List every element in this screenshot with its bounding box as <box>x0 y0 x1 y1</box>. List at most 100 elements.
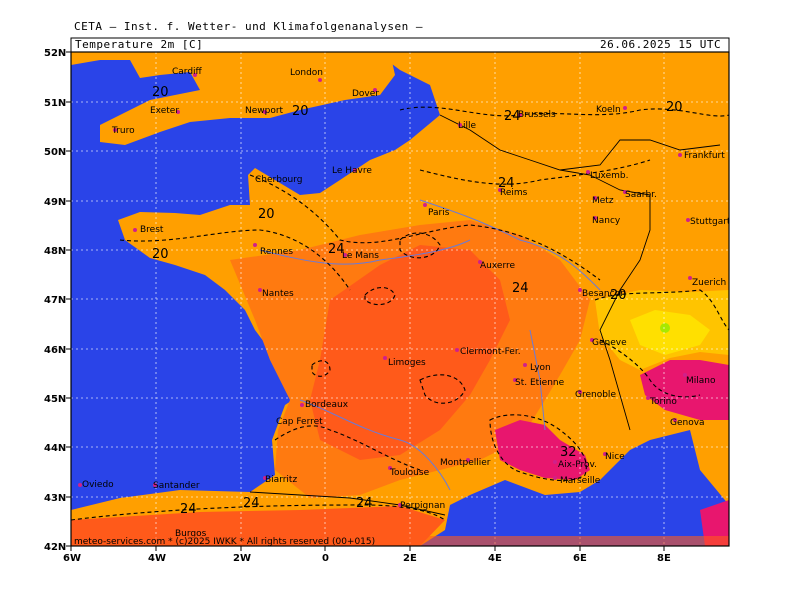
lon-label: 6W <box>63 553 81 564</box>
city-label: Cherbourg <box>255 175 302 185</box>
isotherm-label: 20 <box>152 247 169 262</box>
isotherm-label: 20 <box>152 85 169 100</box>
footer-strip <box>71 536 729 546</box>
lat-label: 50N <box>44 147 66 158</box>
city-label: Exeter <box>150 106 179 116</box>
city-label: Lille <box>458 121 477 131</box>
lat-label: 44N <box>44 443 66 454</box>
lon-label: 4E <box>488 553 502 564</box>
city-label: Cap Ferret <box>276 417 323 427</box>
city-layer: Cardiff London Exeter Newport Dover Trur… <box>78 67 731 539</box>
city-label: Newport <box>245 106 284 116</box>
rivers <box>259 199 601 491</box>
lon-axis-labels: 6W 4W 2W 0 2E 4E 6E 8E <box>63 553 671 564</box>
city-label: Bordeaux <box>305 400 349 410</box>
isotherm-label: 32 <box>560 445 577 460</box>
city-label: Toulouse <box>389 468 430 478</box>
city-label: Rennes <box>260 247 293 257</box>
parameter-title: Temperature 2m [C] <box>75 38 204 51</box>
city-label: Nantes <box>262 289 294 299</box>
isotherm-label: 24 <box>512 281 529 296</box>
valid-time: 26.06.2025 15 UTC <box>600 38 722 51</box>
isotherm-label: 24 <box>504 109 521 124</box>
agency-title: CETA — Inst. f. Wetter- und Klimafolgena… <box>74 20 424 33</box>
lat-label: 42N <box>44 542 66 553</box>
axis-ticks <box>66 51 665 551</box>
city-label: Paris <box>428 208 450 218</box>
city-label: Metz <box>592 196 614 206</box>
city-label: Limoges <box>388 358 426 368</box>
lat-label: 46N <box>44 345 66 356</box>
city-label: St. Etienne <box>515 378 565 388</box>
city-label: Milano <box>686 376 716 386</box>
city-label: Montpellier <box>440 458 491 468</box>
city-label: Torino <box>649 397 677 407</box>
lon-label: 2E <box>403 553 417 564</box>
lon-label: 0 <box>322 553 329 564</box>
city-label: Santander <box>153 481 200 491</box>
lon-label: 2W <box>233 553 251 564</box>
city-label: Dover <box>352 89 379 99</box>
lat-label: 48N <box>44 246 66 257</box>
city-label: Auxerre <box>480 261 515 271</box>
land-britain <box>71 52 395 145</box>
city-label: Clermont-Fer. <box>460 347 521 357</box>
zone-alpine-cold-spot <box>660 323 670 333</box>
city-label: Perpignan <box>400 501 445 511</box>
city-label: Marseille <box>560 476 601 486</box>
isotherm-label: 20 <box>610 288 627 303</box>
zone-extreme-corsica <box>700 500 729 546</box>
city-label: Luxemb. <box>590 171 629 181</box>
city-label: Cardiff <box>172 67 203 77</box>
city-label: Grenoble <box>575 390 616 400</box>
city-label: Lyon <box>530 363 551 373</box>
lon-label: 8E <box>657 553 671 564</box>
city-label: Nice <box>605 452 625 462</box>
city-label: Oviedo <box>82 480 114 490</box>
zone-alpine <box>630 310 710 355</box>
lat-label: 52N <box>44 48 66 59</box>
city-label: Burgos <box>175 529 207 539</box>
city-label: Biarritz <box>265 475 297 485</box>
isotherm-label: 20 <box>258 207 275 222</box>
lat-label: 47N <box>44 295 66 306</box>
city-label: Aix-Prov. <box>558 460 597 470</box>
lat-label: 51N <box>44 98 66 109</box>
isotherm-label: 20 <box>292 104 309 119</box>
city-label: Koeln <box>596 105 621 115</box>
country-borders <box>249 114 721 516</box>
city-label: Brest <box>140 225 164 235</box>
city-label: Saarbr. <box>625 190 657 200</box>
isotherm-label: 24 <box>498 176 515 191</box>
isotherm-label: 24 <box>243 496 260 511</box>
city-label: Reims <box>500 188 528 198</box>
lon-label: 6E <box>573 553 587 564</box>
city-label: Genova <box>670 418 705 428</box>
city-label: Brussels <box>518 110 556 120</box>
city-label: Truro <box>111 126 135 136</box>
city-label: Stuttgart <box>690 217 731 227</box>
isotherm-label: 24 <box>328 242 345 257</box>
lat-label: 49N <box>44 197 66 208</box>
lat-label: 43N <box>44 493 66 504</box>
city-label: Le Havre <box>332 166 372 176</box>
isotherm-label: 20 <box>666 100 683 115</box>
city-label: London <box>290 68 323 78</box>
lat-label: 45N <box>44 394 66 405</box>
isotherm-lines <box>71 106 729 521</box>
copyright-footer: meteo-services.com * (c)2025 IWKK * All … <box>74 537 375 547</box>
city-label: Zuerich <box>692 278 726 288</box>
header-box <box>70 37 730 53</box>
city-label: Le Mans <box>342 251 379 261</box>
zone-extreme-po <box>640 360 729 420</box>
lon-label: 4W <box>148 553 166 564</box>
city-label: Geneve <box>592 338 627 348</box>
isotherm-label: 24 <box>356 496 373 511</box>
lat-lon-grid <box>71 52 729 546</box>
isotherm-label-layer: 20 20 24 24 20 24 24 20 20 32 24 24 24 2… <box>152 85 683 517</box>
city-label: Besancon <box>582 289 626 299</box>
city-label: Frankfurt <box>684 151 725 161</box>
zone-extreme-provence <box>495 420 590 480</box>
isotherm-label: 24 <box>180 502 197 517</box>
